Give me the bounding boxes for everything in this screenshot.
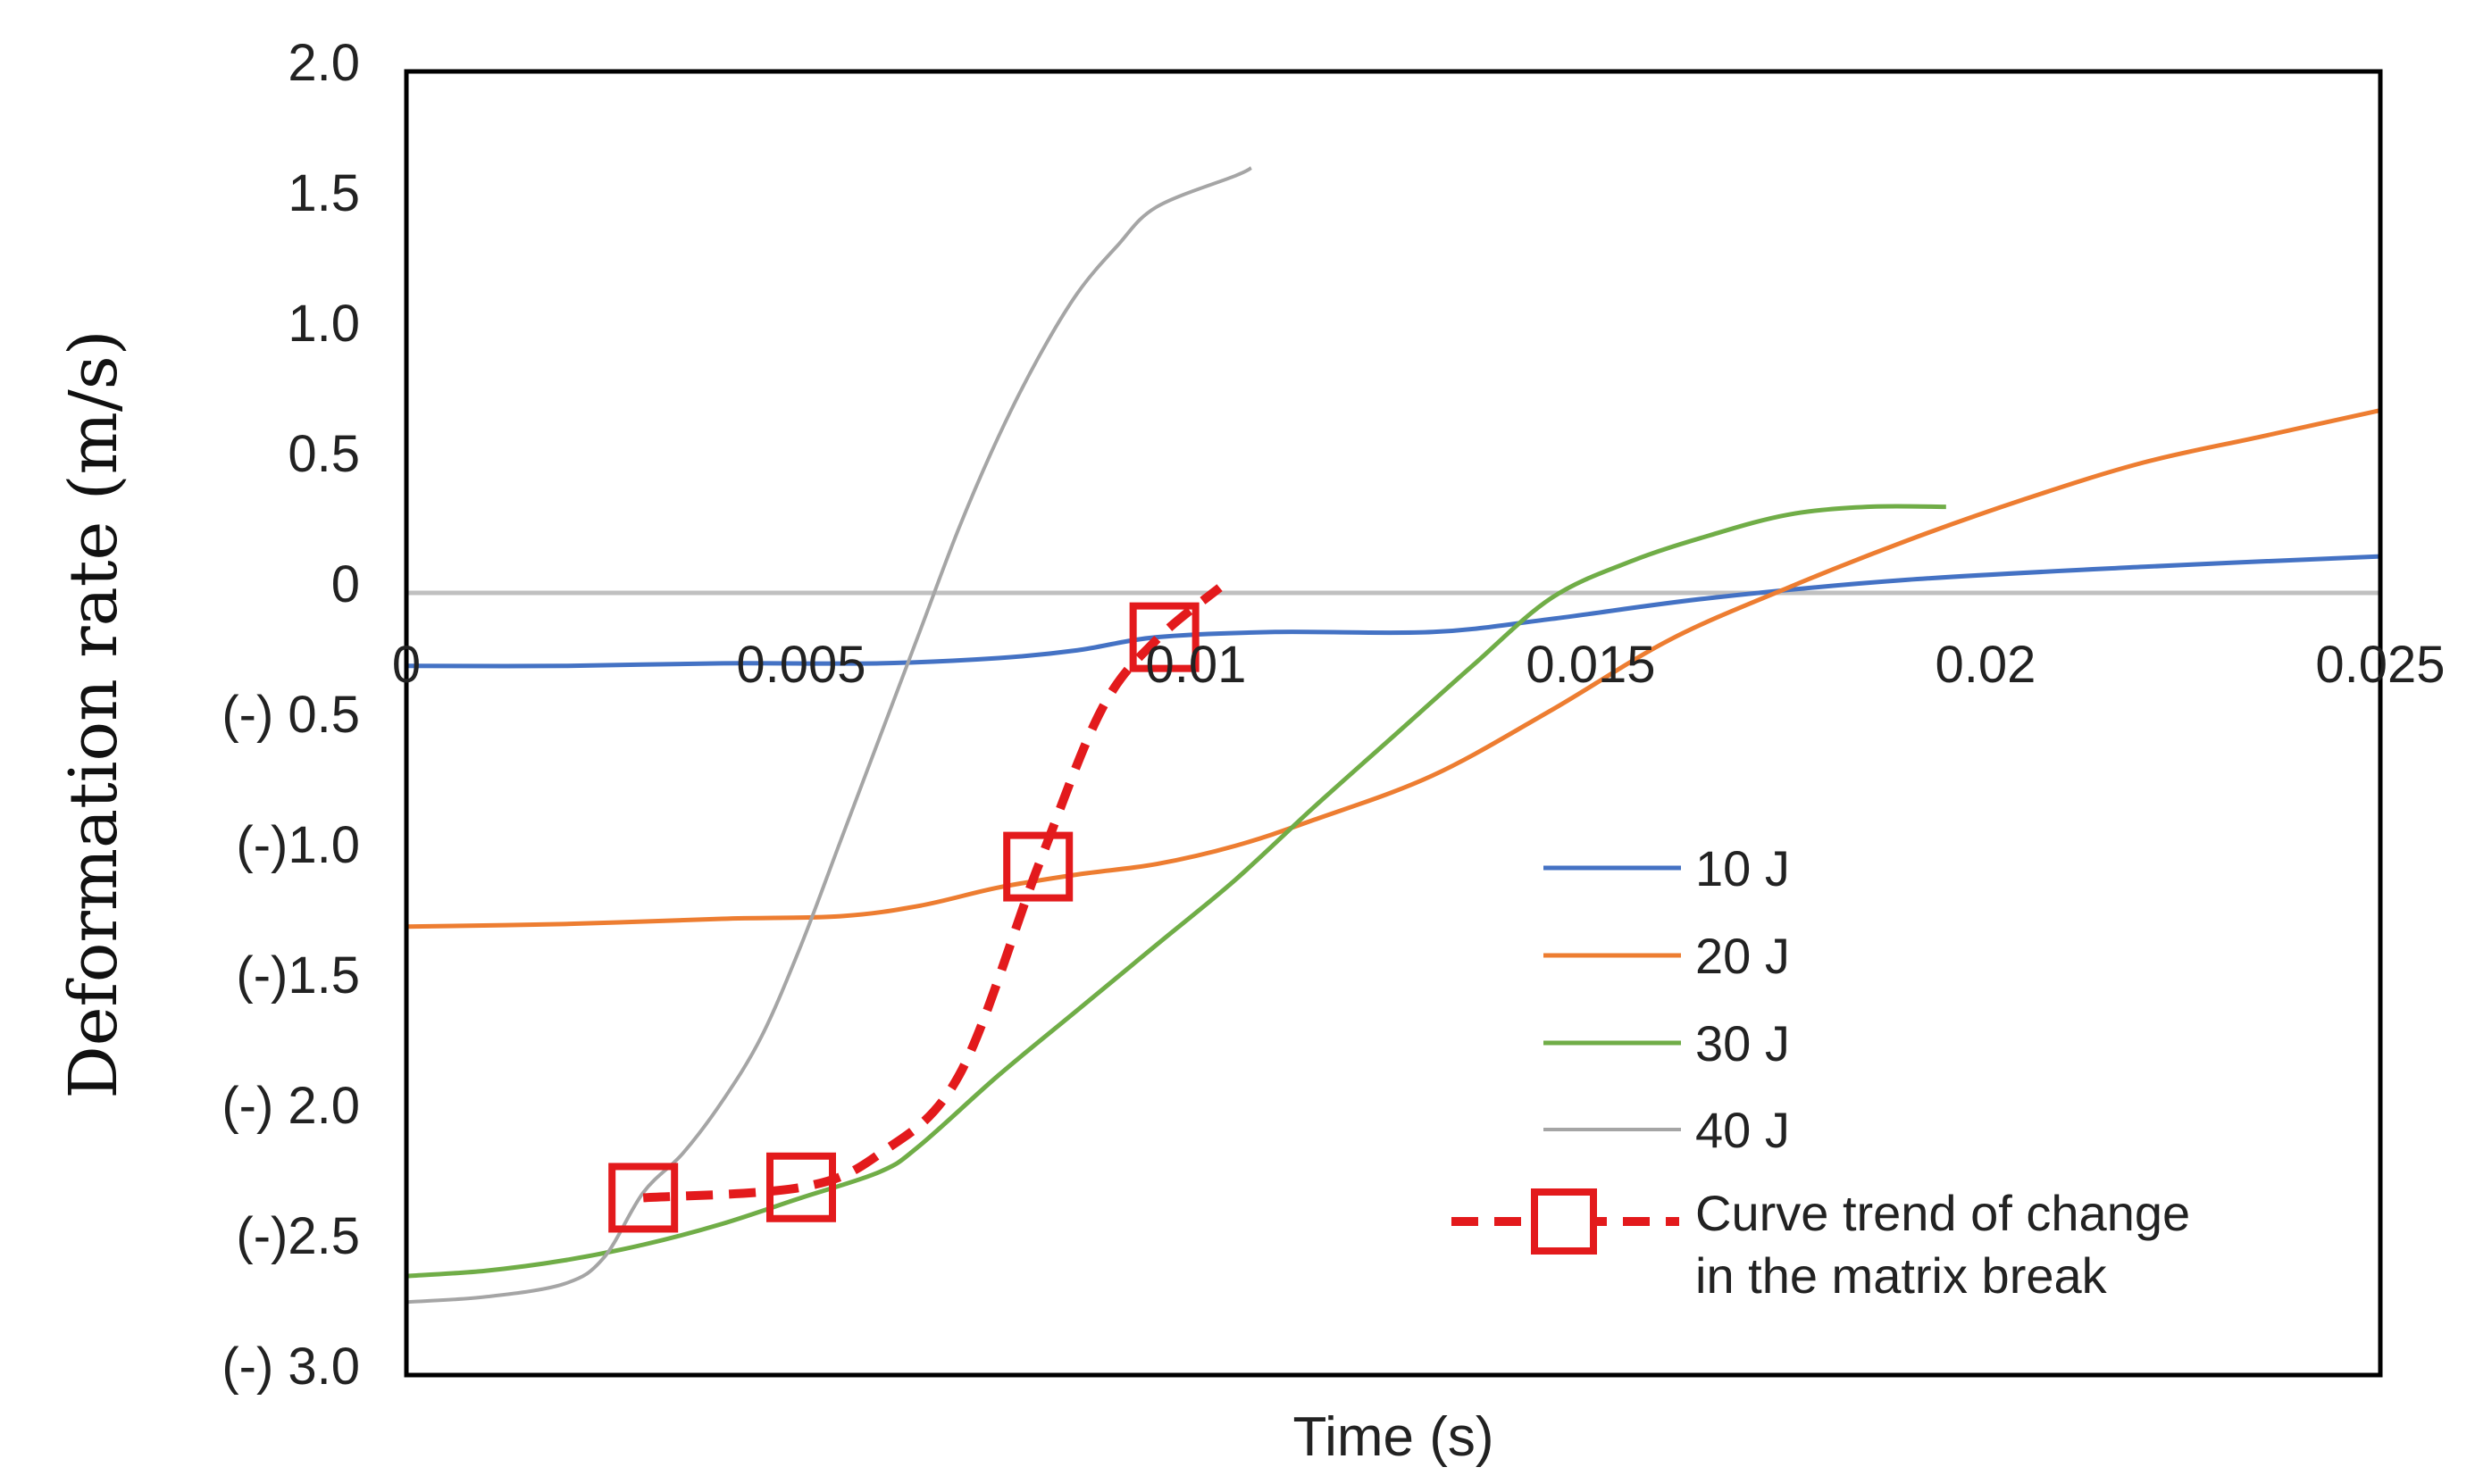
y-tick-label: 0 xyxy=(331,555,360,613)
legend: 10 J 20 J 30 J 40 J Curve trend of chang… xyxy=(1451,840,2190,1304)
y-tick-label: 2.0 xyxy=(288,34,360,92)
y-tick-label: (-) 2.0 xyxy=(222,1077,360,1135)
matrix-break-marker xyxy=(1003,831,1074,902)
y-tick-label: 1.5 xyxy=(288,164,360,222)
x-tick-label: 0.015 xyxy=(1526,636,1655,694)
legend-label-10j: 10 J xyxy=(1695,840,1790,896)
matrix-break-marker xyxy=(608,1163,679,1233)
legend-label-20j: 20 J xyxy=(1695,928,1790,984)
series-layer xyxy=(406,166,2381,1305)
series-line-20-j xyxy=(406,408,2381,930)
legend-label-40j: 40 J xyxy=(1695,1102,1790,1158)
x-tick-label: 0.005 xyxy=(736,636,865,694)
x-tick-label: 0.01 xyxy=(1146,636,1247,694)
series-line-30-j xyxy=(406,504,1946,1279)
y-tick-label: (-) 0.5 xyxy=(222,686,360,744)
y-tick-label: (-)1.0 xyxy=(236,816,360,874)
y-tick-label: (-)1.5 xyxy=(236,946,360,1005)
legend-label-30j: 30 J xyxy=(1695,1015,1790,1071)
y-tick-label: (-) 3.0 xyxy=(222,1338,360,1396)
matrix-break-marker xyxy=(1129,602,1200,672)
legend-label-matrix-break-line1: Curve trend of change xyxy=(1695,1185,2190,1241)
matrix-break-marker xyxy=(766,1152,836,1222)
x-tick-labels: 0 0.005 0.01 0.015 0.02 0.025 xyxy=(392,636,2446,694)
y-axis-title: Deformation rate (m/s) xyxy=(55,329,132,1098)
y-tick-labels: 2.0 1.5 1.0 0.5 0 (-) 0.5 (-)1.0 (-)1.5 (-) 2.0 (… xyxy=(222,34,360,1396)
x-tick-label: 0.025 xyxy=(2315,636,2445,694)
y-tick-label: (-)2.5 xyxy=(236,1207,360,1265)
legend-marker-matrix-break xyxy=(1531,1188,1597,1255)
plot-area-frame xyxy=(404,69,2383,1378)
marker-layer xyxy=(608,602,1200,1233)
x-axis-title: Time (s) xyxy=(1293,1406,1494,1468)
series-line-40-j xyxy=(406,166,1252,1305)
y-tick-label: 1.0 xyxy=(288,295,360,353)
legend-label-matrix-break-line2: in the matrix break xyxy=(1695,1247,2108,1304)
series-line-10-j xyxy=(406,554,2381,669)
x-tick-label: 0.02 xyxy=(1936,636,2036,694)
y-tick-label: 0.5 xyxy=(288,425,360,483)
x-tick-label: 0 xyxy=(392,636,421,694)
